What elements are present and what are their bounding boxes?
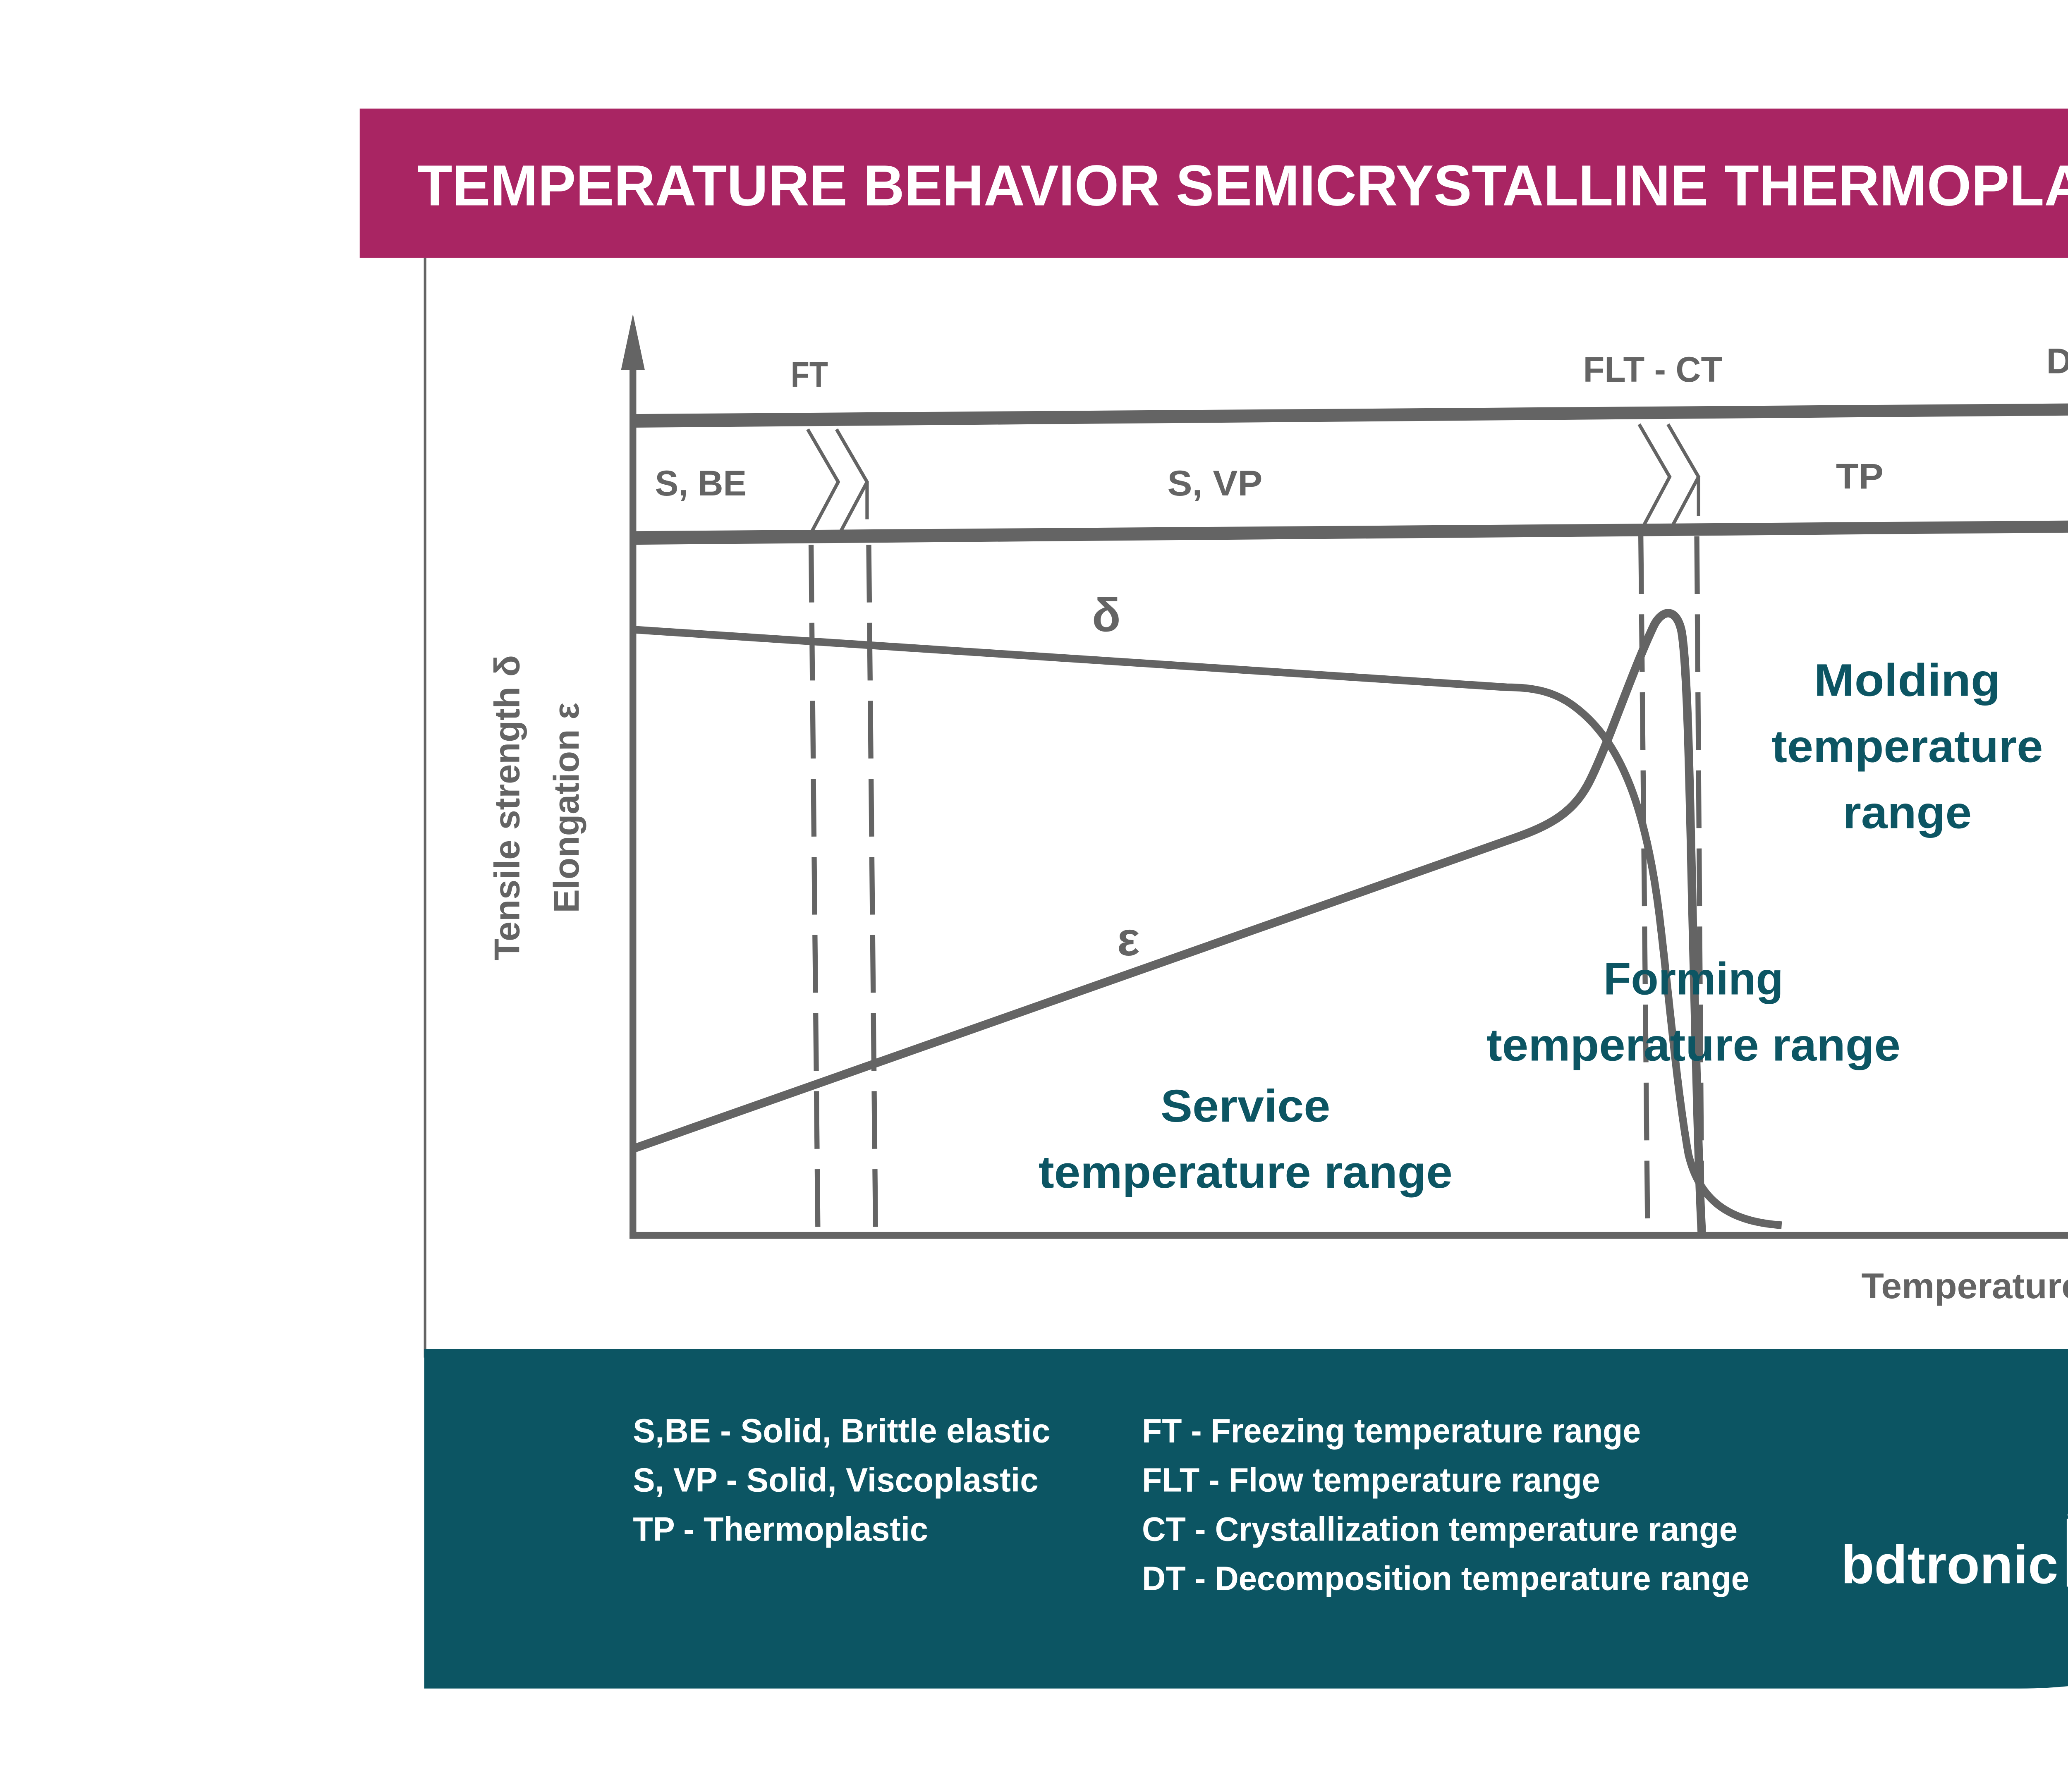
title-banner [359,108,2068,258]
symbol-delta: δ [1092,589,1121,641]
page-title: TEMPERATURE BEHAVIOR SEMICRYSTALLINE THE… [417,153,2068,218]
chevron-ct [1666,423,1701,529]
region-molding-3: range [1843,787,1972,838]
legend-panel [424,1349,2068,1689]
symbol-epsilon: ε [1117,913,1140,966]
legend-right-item: FLT - Flow temperature range [1142,1462,1600,1499]
region-service-1: Service [1161,1081,1330,1132]
region-forming-1: Forming [1604,953,1783,1004]
band-bottom-line [633,520,2068,545]
label-flt-ct: FLT - CT [1583,350,1722,390]
chevron-ft-2 [835,428,869,534]
legend-right-item: FT - Freezing temperature range [1142,1412,1641,1450]
y-axis-label-tensile: Tensile strength δ [487,655,527,961]
dashed-guides [808,536,1705,1232]
legend-left-item: S, VP - Solid, Viscoplastic [633,1462,1039,1499]
curve-elongation [631,609,1707,1236]
label-dt: DT [2046,342,2068,381]
guide-ft-left [808,545,821,1232]
bdtronic-cube-icon [2066,1514,2068,1587]
band-label-sbe: S, BE [655,464,747,503]
x-axis-label: Temperature [1862,1266,2068,1306]
region-molding-1: Molding [1814,655,2001,706]
region-molding-2: temperature [1771,721,2043,772]
curve-tensile-strength [632,626,1782,1229]
chevron-flt [1637,423,1672,529]
region-service-2: temperature range [1039,1147,1453,1198]
label-ft: FT [791,355,828,395]
band-top-line [633,403,2068,428]
brand-wordmark: bdtronic [1841,1534,2058,1595]
legend-right-item: CT - Crystallization temperature range [1142,1511,1738,1548]
legend-left-item: TP - Thermoplastic [633,1511,928,1548]
region-forming-2: temperature range [1486,1020,1900,1071]
legend-right-item: DT - Decomposition temperature range [1142,1560,1750,1598]
legend-left-item: S,BE - Solid, Brittle elastic [633,1412,1050,1450]
guide-ft-right [866,545,878,1232]
chevron-ft-1 [806,428,840,534]
band-label-tp: TP [1836,457,1884,497]
band-label-svp: S, VP [1168,464,1263,503]
y-axis-label-elongation: Elongation ε [547,703,586,913]
y-axis-arrow-icon [621,314,645,370]
